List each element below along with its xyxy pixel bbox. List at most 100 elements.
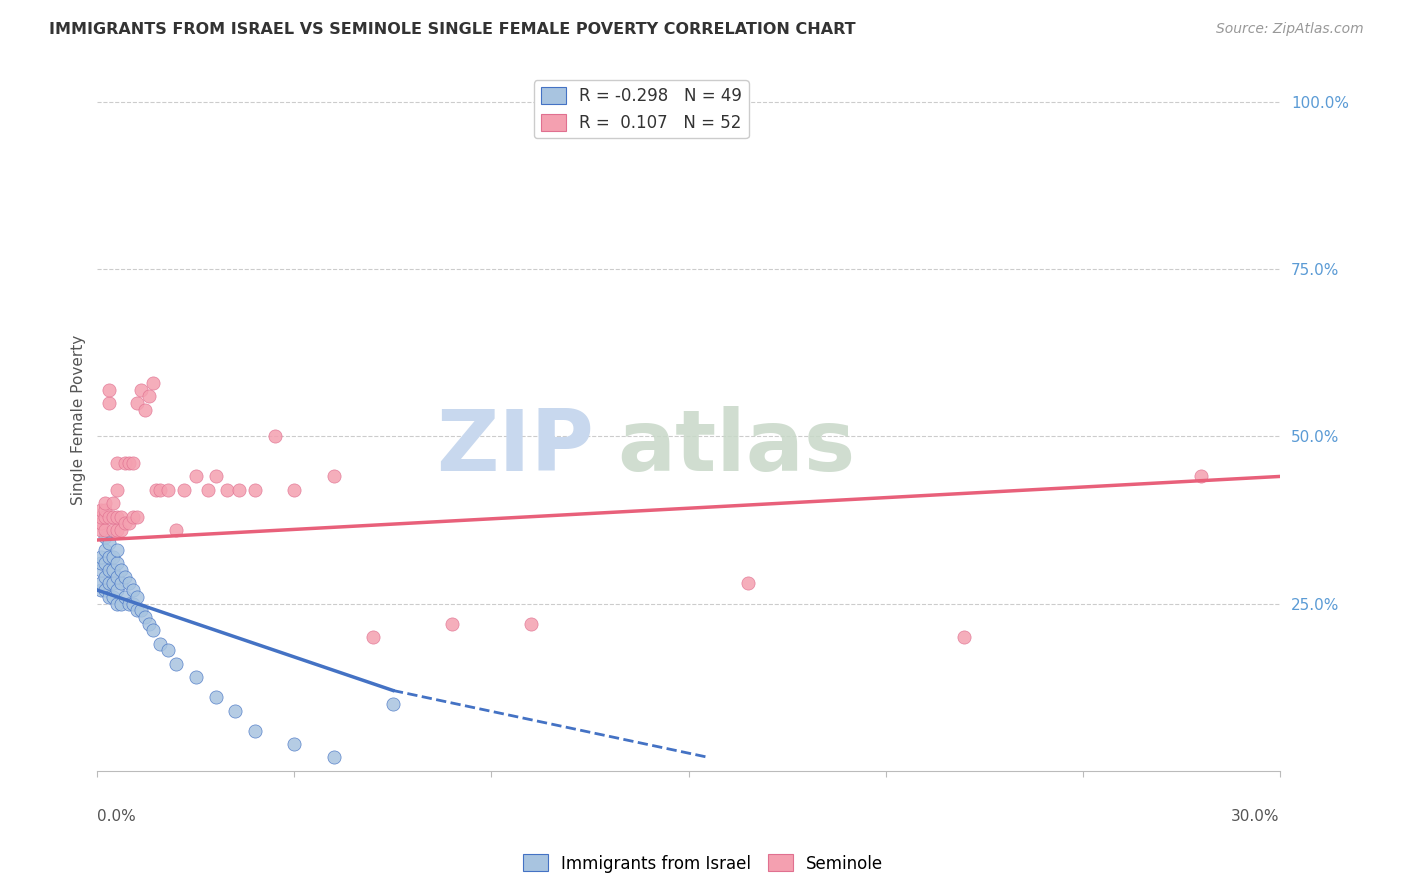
Point — [121, 583, 143, 598]
Point — [441, 616, 464, 631]
Point — [105, 557, 128, 571]
Point — [361, 630, 384, 644]
Point — [149, 637, 172, 651]
Point — [94, 570, 117, 584]
Point — [98, 396, 121, 410]
Point — [243, 483, 266, 497]
Point — [94, 509, 117, 524]
Point — [953, 630, 976, 644]
Text: 30.0%: 30.0% — [1232, 809, 1279, 824]
Point — [118, 597, 141, 611]
Point — [101, 496, 124, 510]
Point — [98, 383, 121, 397]
Point — [1189, 469, 1212, 483]
Point — [114, 456, 136, 470]
Point — [381, 697, 404, 711]
Point — [101, 590, 124, 604]
Text: IMMIGRANTS FROM ISRAEL VS SEMINOLE SINGLE FEMALE POVERTY CORRELATION CHART: IMMIGRANTS FROM ISRAEL VS SEMINOLE SINGL… — [49, 22, 856, 37]
Point — [90, 576, 112, 591]
Point — [94, 583, 117, 598]
Point — [737, 576, 759, 591]
Point — [138, 389, 160, 403]
Point — [90, 516, 112, 531]
Point — [110, 509, 132, 524]
Point — [118, 576, 141, 591]
Point — [90, 557, 112, 571]
Point — [129, 383, 152, 397]
Point — [141, 376, 163, 390]
Point — [94, 557, 117, 571]
Text: Source: ZipAtlas.com: Source: ZipAtlas.com — [1216, 22, 1364, 37]
Point — [125, 396, 148, 410]
Point — [105, 483, 128, 497]
Point — [121, 597, 143, 611]
Point — [197, 483, 219, 497]
Point — [165, 523, 187, 537]
Point — [94, 496, 117, 510]
Point — [110, 523, 132, 537]
Point — [90, 503, 112, 517]
Point — [98, 549, 121, 564]
Point — [157, 483, 180, 497]
Point — [101, 523, 124, 537]
Point — [184, 469, 207, 483]
Point — [90, 509, 112, 524]
Point — [90, 583, 112, 598]
Point — [98, 576, 121, 591]
Point — [98, 509, 121, 524]
Point — [94, 530, 117, 544]
Point — [224, 704, 246, 718]
Point — [101, 509, 124, 524]
Point — [217, 483, 239, 497]
Point — [157, 643, 180, 657]
Point — [145, 483, 167, 497]
Point — [98, 590, 121, 604]
Point — [165, 657, 187, 671]
Point — [121, 456, 143, 470]
Point — [118, 516, 141, 531]
Point — [263, 429, 285, 443]
Point — [110, 597, 132, 611]
Point — [118, 456, 141, 470]
Point — [98, 563, 121, 577]
Point — [173, 483, 195, 497]
Point — [134, 402, 156, 417]
Point — [94, 503, 117, 517]
Text: 0.0%: 0.0% — [97, 809, 136, 824]
Point — [125, 590, 148, 604]
Point — [204, 469, 226, 483]
Point — [228, 483, 250, 497]
Point — [520, 616, 543, 631]
Point — [90, 549, 112, 564]
Point — [90, 523, 112, 537]
Y-axis label: Single Female Poverty: Single Female Poverty — [72, 334, 86, 505]
Point — [114, 516, 136, 531]
Point — [101, 576, 124, 591]
Point — [322, 469, 344, 483]
Point — [98, 536, 121, 550]
Point — [184, 670, 207, 684]
Legend: Immigrants from Israel, Seminole: Immigrants from Israel, Seminole — [516, 847, 890, 880]
Point — [105, 543, 128, 558]
Point — [138, 616, 160, 631]
Point — [105, 523, 128, 537]
Point — [283, 483, 305, 497]
Point — [114, 590, 136, 604]
Point — [110, 576, 132, 591]
Point — [114, 570, 136, 584]
Point — [125, 603, 148, 617]
Point — [105, 456, 128, 470]
Point — [283, 737, 305, 751]
Point — [322, 750, 344, 764]
Point — [125, 509, 148, 524]
Point — [101, 563, 124, 577]
Point — [121, 509, 143, 524]
Point — [243, 723, 266, 738]
Text: atlas: atlas — [617, 406, 856, 489]
Point — [105, 509, 128, 524]
Point — [129, 603, 152, 617]
Point — [101, 549, 124, 564]
Point — [204, 690, 226, 705]
Point — [141, 624, 163, 638]
Point — [149, 483, 172, 497]
